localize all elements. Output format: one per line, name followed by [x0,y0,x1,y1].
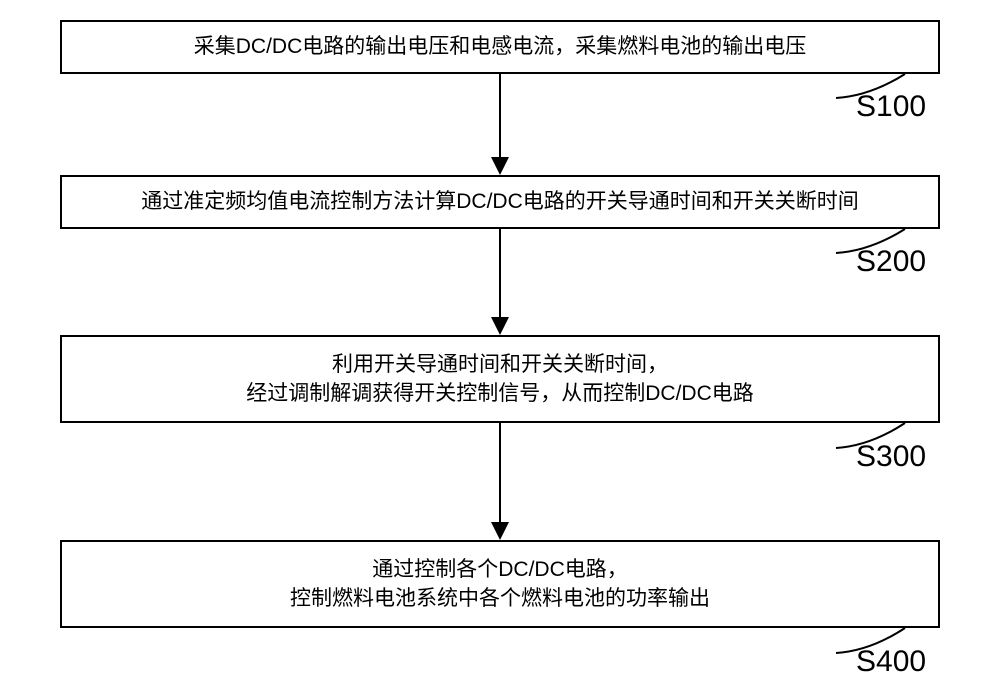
step-label-s100: S100 [856,90,926,124]
step-label-s300: S300 [856,440,926,474]
flow-step-text: 通过控制各个DC/DC电路，控制燃料电池系统中各个燃料电池的功率输出 [290,555,710,614]
flow-step-text: 采集DC/DC电路的输出电压和电感电流，采集燃料电池的输出电压 [194,32,807,61]
flow-step-text: 通过准定频均值电流控制方法计算DC/DC电路的开关导通时间和开关关断时间 [141,187,859,216]
flow-step-s200: 通过准定频均值电流控制方法计算DC/DC电路的开关导通时间和开关关断时间 [60,175,940,229]
step-label-s200: S200 [856,245,926,279]
flow-step-s300: 利用开关导通时间和开关关断时间，经过调制解调获得开关控制信号，从而控制DC/DC… [60,335,940,423]
step-label-s400: S400 [856,645,926,679]
flow-step-text: 利用开关导通时间和开关关断时间，经过调制解调获得开关控制信号，从而控制DC/DC… [246,350,754,409]
flow-step-s400: 通过控制各个DC/DC电路，控制燃料电池系统中各个燃料电池的功率输出 [60,540,940,628]
flow-step-s100: 采集DC/DC电路的输出电压和电感电流，采集燃料电池的输出电压 [60,20,940,74]
